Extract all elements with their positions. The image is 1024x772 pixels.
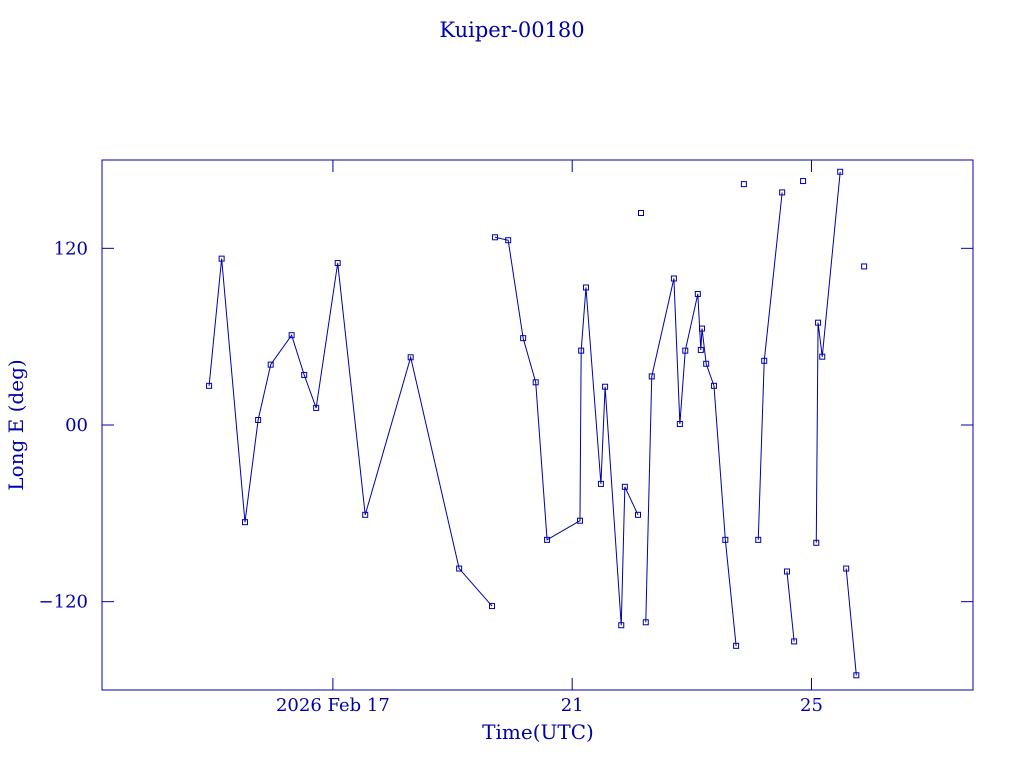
data-point	[837, 168, 844, 175]
data-point	[576, 517, 583, 524]
data-point	[694, 290, 701, 297]
x-tick-label: 21	[561, 695, 584, 716]
data-point	[703, 360, 710, 367]
data-point	[722, 536, 729, 543]
data-point	[779, 189, 786, 196]
data-point	[578, 347, 585, 354]
y-axis-label: Long E (deg)	[4, 359, 28, 490]
plot-frame	[101, 159, 974, 691]
data-point	[783, 568, 790, 575]
data-point	[218, 255, 225, 262]
data-point	[697, 346, 704, 353]
data-line	[209, 172, 864, 676]
data-point	[635, 511, 641, 518]
data-point	[740, 181, 747, 188]
data-point	[819, 353, 826, 360]
data-point	[532, 379, 539, 386]
data-point	[206, 382, 213, 389]
data-point	[505, 237, 512, 244]
y-tick-label: 120	[54, 238, 88, 259]
y-tick-label: −120	[39, 592, 88, 613]
data-point	[843, 565, 850, 572]
data-point	[241, 519, 248, 526]
data-point	[597, 480, 604, 487]
x-tick-label: 2026 Feb 17	[276, 695, 390, 716]
data-point	[710, 382, 717, 389]
data-point	[582, 284, 589, 291]
data-point	[761, 357, 768, 364]
data-point	[618, 622, 625, 629]
x-axis-label: Time(UTC)	[482, 720, 594, 744]
x-tick-label: 25	[800, 695, 823, 716]
data-point	[456, 565, 463, 572]
data-point	[492, 234, 499, 241]
data-point	[682, 347, 689, 354]
data-point	[489, 603, 496, 610]
data-point	[407, 354, 414, 361]
data-point	[791, 638, 798, 645]
data-point	[267, 361, 274, 368]
data-point	[648, 373, 655, 380]
data-point	[602, 383, 609, 390]
data-point	[255, 416, 262, 423]
data-point	[853, 672, 860, 679]
data-point	[861, 263, 868, 270]
data-point	[362, 511, 369, 518]
data-point	[800, 178, 807, 185]
data-point	[813, 539, 820, 546]
data-point	[621, 483, 628, 490]
data-point	[544, 536, 551, 543]
chart-title: Kuiper-00180	[439, 18, 584, 42]
data-point	[670, 275, 677, 282]
data-point	[815, 319, 822, 326]
data-point	[676, 420, 683, 427]
data-point	[733, 642, 740, 649]
data-point	[313, 404, 320, 411]
data-point	[642, 619, 649, 626]
data-point	[637, 210, 644, 216]
data-point	[755, 536, 762, 543]
y-tick-label: 00	[65, 415, 88, 436]
data-point	[334, 260, 341, 267]
data-point	[301, 371, 308, 378]
data-point	[520, 335, 527, 342]
data-point	[699, 325, 706, 332]
data-point	[288, 332, 295, 339]
